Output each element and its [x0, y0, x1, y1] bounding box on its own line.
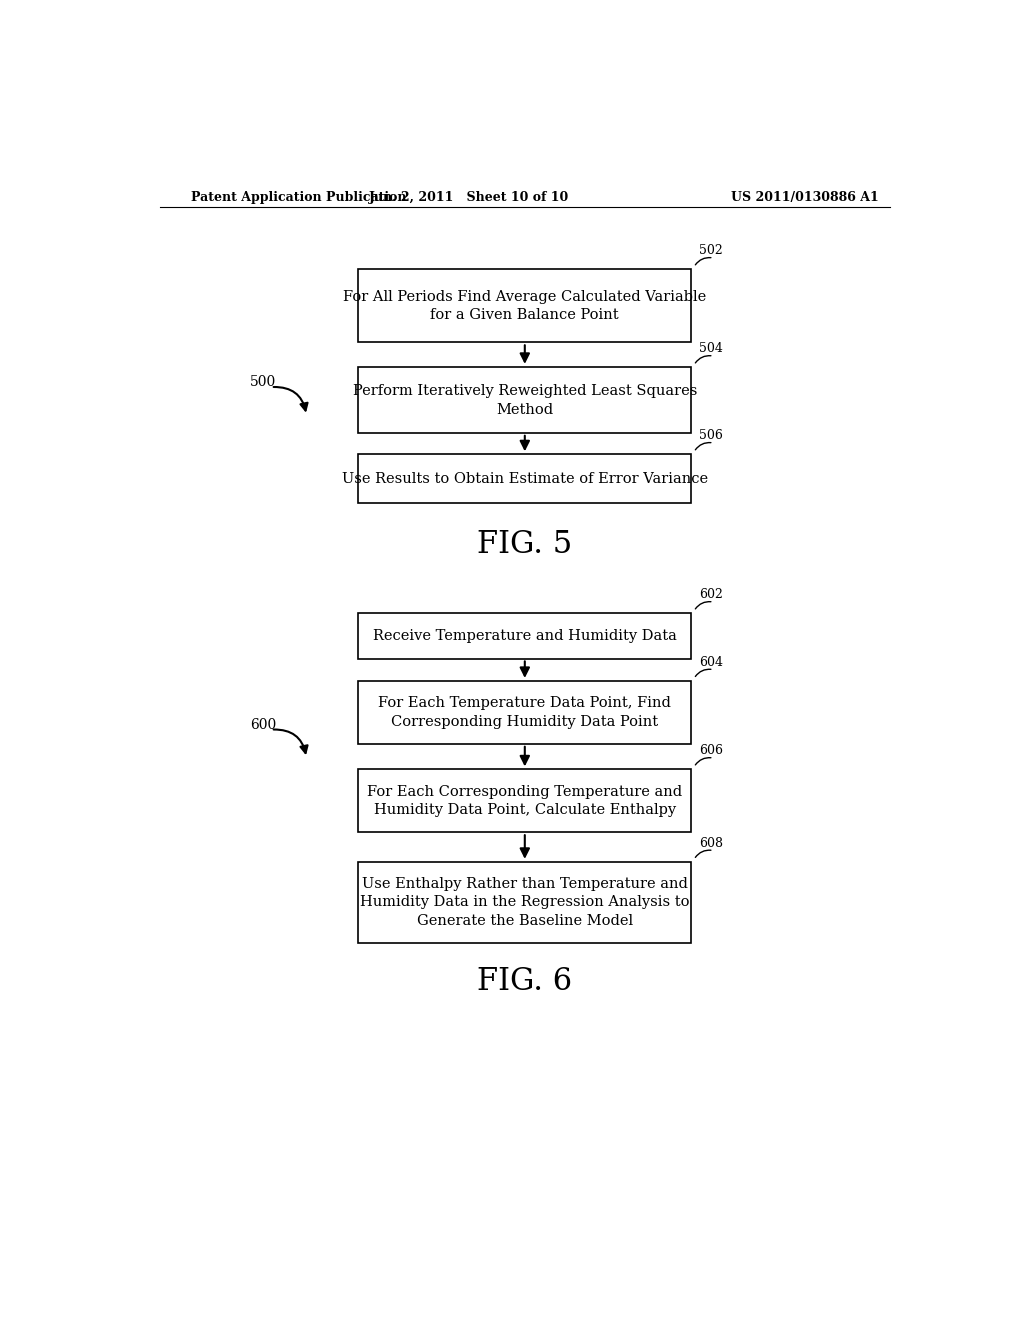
- FancyBboxPatch shape: [358, 681, 691, 744]
- Text: Use Results to Obtain Estimate of Error Variance: Use Results to Obtain Estimate of Error …: [342, 471, 708, 486]
- Text: Perform Iteratively Reweighted Least Squares
Method: Perform Iteratively Reweighted Least Squ…: [352, 384, 697, 417]
- Text: Jun. 2, 2011   Sheet 10 of 10: Jun. 2, 2011 Sheet 10 of 10: [369, 190, 569, 203]
- Text: 504: 504: [699, 342, 723, 355]
- Text: 604: 604: [699, 656, 723, 669]
- FancyBboxPatch shape: [358, 614, 691, 659]
- Text: Receive Temperature and Humidity Data: Receive Temperature and Humidity Data: [373, 630, 677, 643]
- Text: 602: 602: [699, 587, 723, 601]
- FancyBboxPatch shape: [358, 454, 691, 503]
- FancyBboxPatch shape: [358, 770, 691, 833]
- Text: 606: 606: [699, 744, 723, 758]
- Text: 600: 600: [250, 718, 276, 731]
- FancyBboxPatch shape: [358, 862, 691, 942]
- Text: FIG. 5: FIG. 5: [477, 529, 572, 560]
- Text: 500: 500: [250, 375, 276, 389]
- Text: 506: 506: [699, 429, 723, 442]
- FancyBboxPatch shape: [358, 269, 691, 342]
- Text: Patent Application Publication: Patent Application Publication: [191, 190, 407, 203]
- Text: For Each Temperature Data Point, Find
Corresponding Humidity Data Point: For Each Temperature Data Point, Find Co…: [378, 696, 672, 729]
- Text: 502: 502: [699, 244, 723, 257]
- Text: For Each Corresponding Temperature and
Humidity Data Point, Calculate Enthalpy: For Each Corresponding Temperature and H…: [368, 784, 682, 817]
- Text: FIG. 6: FIG. 6: [477, 966, 572, 997]
- Text: Use Enthalpy Rather than Temperature and
Humidity Data in the Regression Analysi: Use Enthalpy Rather than Temperature and…: [360, 876, 689, 928]
- FancyBboxPatch shape: [358, 367, 691, 433]
- Text: 608: 608: [699, 837, 723, 850]
- Text: US 2011/0130886 A1: US 2011/0130886 A1: [731, 190, 879, 203]
- Text: For All Periods Find Average Calculated Variable
for a Given Balance Point: For All Periods Find Average Calculated …: [343, 289, 707, 322]
